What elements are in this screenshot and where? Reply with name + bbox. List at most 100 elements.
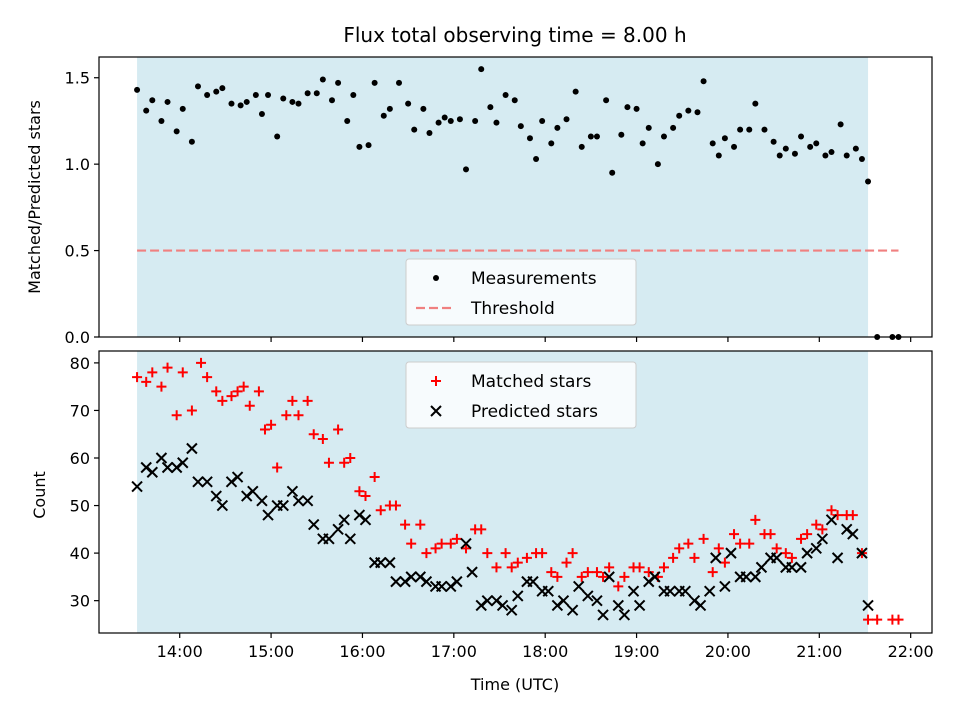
measurement-point [752,100,759,107]
measurement-point [149,97,156,104]
predicted-stars-point [770,552,783,564]
measurement-point [243,98,250,105]
predicted-stars-point [694,599,707,612]
predicted-stars-point [725,547,737,559]
predicted-stars-point [649,571,661,583]
predicted-stars-point [612,599,624,612]
matched-stars-point [582,567,593,578]
measurement-point [639,140,646,147]
matched-stars-point [863,614,874,625]
matched-stars-point [604,562,615,573]
measurement-point [709,140,716,147]
predicted-stars-point [359,514,372,526]
matched-stars-point [598,571,609,582]
matched-stars-point [750,514,761,525]
measurement-point [737,126,744,133]
predicted-stars-point [627,585,640,597]
matched-stars-point [436,538,447,549]
measurement-point [526,135,533,142]
matched-stars-point [226,391,237,402]
predicted-stars-point [146,466,159,478]
predicted-stars-point [308,518,320,531]
measurement-point [344,117,351,124]
predicted-stars-point [344,533,356,545]
y-tick-label: 1.5 [65,69,90,88]
matched-stars-point [832,510,843,521]
matched-stars-point [293,410,304,421]
measurement-point [676,112,683,119]
matched-stars-point [390,500,401,511]
measurement-point [563,116,570,123]
measurement-point [472,117,479,124]
measurement-point [554,124,561,131]
matched-stars-point [360,491,371,502]
axes-frame [98,350,933,634]
legend-matched-swatch [431,376,441,386]
predicted-stars-point [192,476,204,488]
predicted-stars-point [262,509,274,521]
matched-stars-point [400,519,411,530]
measurement-point [593,133,600,140]
matched-stars-point [244,400,255,411]
predicted-stars-point [664,585,676,597]
predicted-stars-point [505,604,518,616]
matched-stars-point [591,567,602,578]
x-tick-label: 20:00 [705,642,751,661]
y-tick-label: 50 [70,497,90,516]
axes-frame [98,56,933,338]
measurement-point [478,66,485,73]
matched-stars-point [415,519,426,530]
predicted-stars-point [405,571,417,583]
measurement-point [493,119,500,126]
matched-stars-point [668,552,679,563]
legend-label: Matched stars [471,372,591,392]
matched-stars-point [683,538,694,549]
matched-stars-point [713,543,724,554]
measurement-point [164,98,171,105]
y-tick-label: 1.0 [65,155,90,174]
measurement-point [252,92,259,99]
measurement-point [356,143,363,150]
legend-label: Predicted stars [471,402,598,422]
predicted-stars-point [292,495,305,507]
matched-stars-point [512,557,523,568]
measurement-point [572,88,579,95]
predicted-stars-point [710,552,722,564]
matched-stars-point [430,543,441,554]
y-tick-label: 80 [70,354,90,373]
matched-stars-point [674,543,685,554]
predicted-stars-point [256,495,268,507]
matched-stars-point [576,571,587,582]
measurement-point [791,150,798,157]
predicted-stars-point [740,571,752,583]
measurement-point [487,104,494,111]
matched-stars-point [634,562,645,573]
measurement-point [798,133,805,140]
matched-stars-point [147,367,158,378]
predicted-stars-point [703,585,716,597]
legend-box [405,258,637,326]
measurement-point [776,152,783,159]
y-tick-label: 30 [70,592,90,611]
predicted-stars-point [390,575,402,588]
measurement-point [265,92,272,99]
matched-stars-point [552,571,563,582]
predicted-stars-point [847,528,859,540]
y-tick-label: 0.5 [65,242,90,261]
measurement-point [237,102,244,109]
predicted-stars-point [155,452,168,464]
measurement-point [405,100,412,107]
predicted-stars-point [633,599,646,612]
measurement-point [411,126,418,133]
measurement-point [618,131,625,138]
matched-stars-point [445,538,456,549]
measurement-point [228,100,235,107]
matched-stars-point [421,548,432,559]
matched-stars-point [689,552,700,563]
legend-predicted-swatch [430,405,442,417]
measurement-point [852,145,859,152]
measurement-point [289,98,296,105]
measurement-point [502,92,509,99]
measurement-point [770,138,777,145]
